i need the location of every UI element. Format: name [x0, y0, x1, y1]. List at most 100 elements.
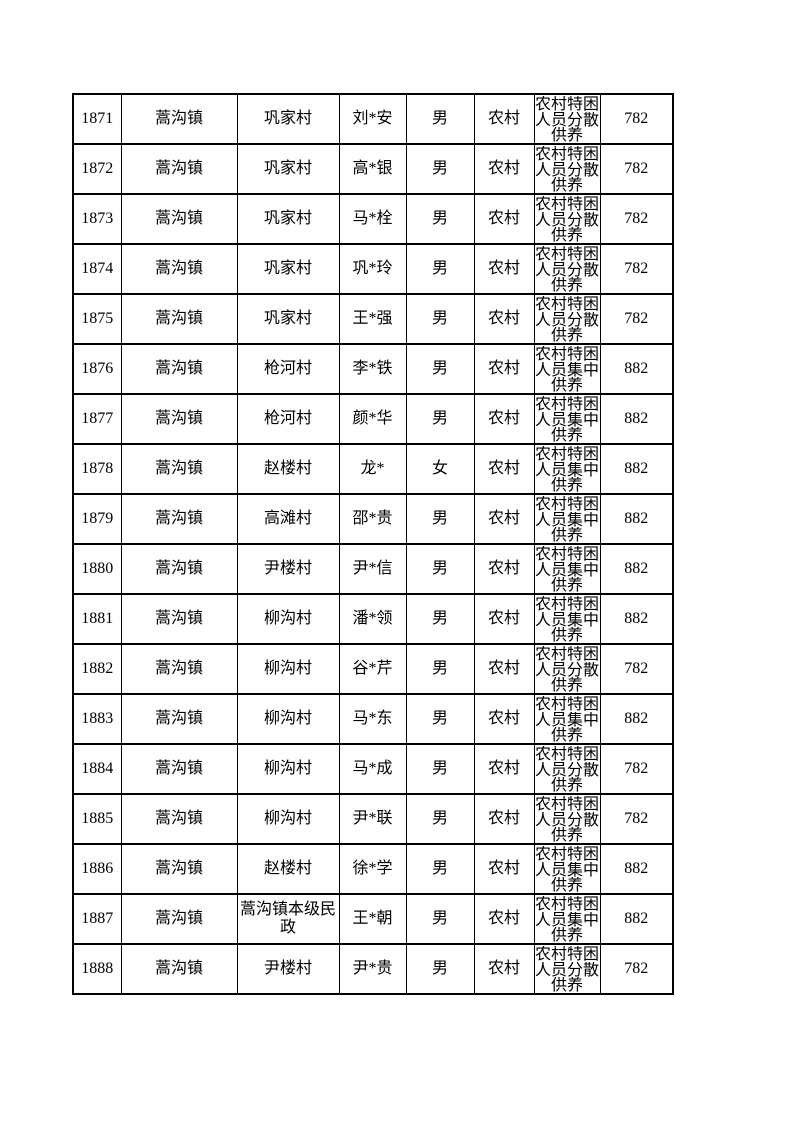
cell-category: 农村特困 人员集中 供养 — [533, 493, 601, 545]
category-line: 供养 — [550, 127, 583, 143]
category-line: 人员分散 — [534, 311, 599, 328]
cell-residence: 农村 — [473, 693, 535, 745]
cell-gender: 男 — [405, 93, 475, 145]
cell-name: 谷*芹 — [338, 643, 407, 695]
table-row: 1877 蒿沟镇 枪河村 颜*华男农村 农村特困 人员集中 供养 882 — [72, 393, 674, 445]
cell-amount: 782 — [599, 243, 674, 295]
cell-name: 巩*玲 — [338, 243, 407, 295]
category-line: 供养 — [550, 177, 583, 193]
cell-category: 农村特困 人员集中 供养 — [533, 893, 601, 945]
cell-amount: 782 — [599, 793, 674, 845]
category-line: 人员分散 — [534, 761, 599, 778]
cell-gender: 男 — [405, 543, 475, 595]
table-row: 1876 蒿沟镇 枪河村 李*铁男农村 农村特困 人员集中 供养 882 — [72, 343, 674, 395]
cell-gender: 男 — [405, 943, 475, 995]
cell-serial: 1882 — [72, 643, 122, 695]
cell-serial: 1878 — [72, 443, 122, 495]
cell-town: 蒿沟镇 — [120, 393, 238, 445]
category-line: 农村特困 — [534, 896, 599, 912]
cell-amount: 882 — [599, 543, 674, 595]
table-row: 1888 蒿沟镇 尹楼村 尹*贵男农村 农村特困 人员分散 供养 782 — [72, 943, 674, 995]
category-line: 人员集中 — [534, 561, 599, 578]
category-text: 农村特困 人员集中 供养 — [534, 596, 599, 642]
cell-village: 蒿沟镇本级民政 — [236, 893, 340, 945]
table-row: 1873 蒿沟镇 巩家村 马*栓男农村 农村特困 人员分散 供养 782 — [72, 193, 674, 245]
cell-gender: 男 — [405, 743, 475, 795]
cell-residence: 农村 — [473, 293, 535, 345]
cell-residence: 农村 — [473, 543, 535, 595]
category-line: 供养 — [550, 727, 583, 743]
cell-amount: 782 — [599, 643, 674, 695]
category-line: 农村特困 — [534, 246, 599, 262]
category-text: 农村特困 人员集中 供养 — [535, 446, 599, 492]
category-line: 人员分散 — [534, 211, 599, 228]
table-row: 1880 蒿沟镇 尹楼村 尹*信男农村 农村特困 人员集中 供养 882 — [72, 543, 674, 595]
table-row: 1881 蒿沟镇 柳沟村 潘*领男农村 农村特困 人员集中 供养 882 — [72, 593, 674, 645]
table-row: 1886 蒿沟镇 赵楼村 徐*学男农村 农村特困 人员集中 供养 882 — [72, 843, 674, 895]
cell-category: 农村特困 人员分散 供养 — [533, 293, 601, 345]
cell-amount: 882 — [599, 593, 674, 645]
category-text: 农村特困 人员分散 供养 — [535, 146, 599, 193]
cell-village: 巩家村 — [236, 143, 340, 195]
table-row: 1874 蒿沟镇 巩家村 巩*玲男农村 农村特困 人员分散 供养 782 — [72, 243, 674, 295]
cell-gender: 男 — [405, 293, 475, 345]
cell-serial: 1887 — [72, 893, 122, 945]
cell-village: 柳沟村 — [236, 593, 340, 645]
cell-amount: 882 — [599, 893, 674, 945]
cell-amount: 882 — [599, 693, 674, 745]
category-line: 人员分散 — [534, 661, 599, 678]
cell-town: 蒿沟镇 — [120, 893, 238, 945]
category-line: 人员集中 — [534, 411, 599, 428]
cell-gender: 男 — [405, 243, 475, 295]
cell-town: 蒿沟镇 — [120, 193, 238, 245]
table-row: 1875 蒿沟镇 巩家村 王*强男农村 农村特困 人员分散 供养 782 — [72, 293, 674, 345]
category-line: 农村特困 — [534, 596, 599, 612]
cell-category: 农村特困 人员集中 供养 — [533, 443, 601, 495]
cell-town: 蒿沟镇 — [120, 793, 238, 845]
cell-gender: 男 — [405, 893, 475, 945]
cell-village: 柳沟村 — [236, 793, 340, 845]
cell-category: 农村特困 人员集中 供养 — [533, 693, 601, 745]
cell-name: 王*强 — [338, 293, 407, 345]
category-text: 农村特困 人员集中 供养 — [534, 696, 599, 743]
cell-amount: 782 — [599, 743, 674, 795]
cell-village: 巩家村 — [236, 293, 340, 345]
cell-gender: 男 — [405, 143, 475, 195]
category-line: 供养 — [550, 377, 583, 393]
category-line: 农村特困 — [534, 796, 599, 812]
cell-name: 高*银 — [338, 143, 407, 195]
cell-gender: 男 — [405, 693, 475, 745]
category-line: 供养 — [550, 227, 583, 243]
cell-category: 农村特困 人员集中 供养 — [533, 543, 601, 595]
cell-name: 刘*安 — [338, 93, 407, 145]
table-row: 1885 蒿沟镇 柳沟村 尹*联男农村 农村特困 人员分散 供养 782 — [72, 793, 674, 845]
cell-town: 蒿沟镇 — [120, 643, 238, 695]
category-line: 供养 — [550, 327, 583, 343]
category-line: 供养 — [550, 577, 583, 593]
cell-gender: 男 — [405, 593, 475, 645]
cell-town: 蒿沟镇 — [120, 543, 238, 595]
category-text: 农村特困 人员集中 供养 — [534, 846, 599, 892]
cell-amount: 782 — [599, 943, 674, 995]
cell-town: 蒿沟镇 — [120, 593, 238, 645]
category-line: 供养 — [550, 977, 583, 993]
table-row: 1883 蒿沟镇 柳沟村 马*东男农村 农村特困 人员集中 供养 882 — [72, 693, 674, 745]
cell-town: 蒿沟镇 — [120, 143, 238, 195]
category-line: 人员集中 — [534, 861, 599, 878]
cell-residence: 农村 — [473, 793, 535, 845]
cell-category: 农村特困 人员分散 供养 — [533, 743, 601, 795]
cell-residence: 农村 — [473, 193, 535, 245]
cell-serial: 1873 — [72, 193, 122, 245]
cell-gender: 男 — [405, 393, 475, 445]
cell-residence: 农村 — [473, 943, 535, 995]
cell-amount: 882 — [599, 443, 674, 495]
cell-residence: 农村 — [473, 493, 535, 545]
category-line: 人员集中 — [534, 911, 599, 928]
category-line: 供养 — [550, 277, 583, 293]
cell-name: 尹*联 — [338, 793, 407, 845]
cell-amount: 882 — [599, 343, 674, 395]
category-text: 农村特困 人员分散 供养 — [534, 796, 599, 842]
category-line: 农村特困 — [534, 696, 599, 712]
cell-serial: 1888 — [72, 943, 122, 995]
